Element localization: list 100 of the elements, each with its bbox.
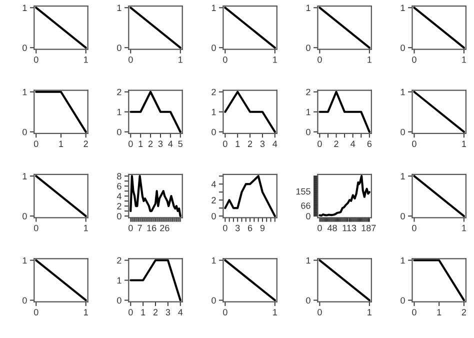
x-tick-label: 9 [260,224,265,232]
y-tick-label: 0 [306,213,310,220]
x-tick-label: 1 [273,309,277,316]
y-tick-label: 1 [400,257,405,264]
x-tick-label: 48 [327,224,337,232]
x-tick-label: 1 [84,309,88,316]
x-tick-label: 1 [138,140,143,147]
x-tick-label: 0 [318,309,322,316]
x-tick-label: 4 [168,140,173,147]
x-tick-label: 1 [84,56,88,63]
x-tick-label: 2 [462,309,466,316]
y-tick-label: 1 [306,4,310,11]
line-series [224,175,276,218]
x-tick-label: 1 [178,56,182,63]
x-tick-label: 0 [34,224,38,232]
y-tick-label: 2 [117,203,122,210]
y-tick-label: 2 [117,257,122,264]
y-tick-label: 0 [306,44,310,52]
x-tick-label: 113 [342,224,356,232]
y-tick-label: 1 [22,173,27,180]
y-tick-label: 2 [212,197,216,204]
y-tick-label: 2 [117,88,122,96]
y-tick-label: 0 [212,44,216,52]
x-tick-label: 0 [223,140,228,148]
x-tick-label: 0 [128,140,133,148]
x-tick-label: 1 [236,140,240,147]
y-tick-label: 1 [117,108,122,116]
x-tick-label: 0 [412,224,416,232]
y-tick-label: 0 [400,44,405,52]
x-tick-label: 1 [141,309,146,316]
x-tick-label: 187 [362,224,376,232]
y-tick-label: 0 [212,128,216,136]
x-tick-label: 0 [128,56,133,63]
x-tick-label: 0 [412,309,416,316]
x-tick-label: 1 [462,56,466,63]
y-tick-label: 2 [306,88,310,96]
y-tick-label: 4 [211,181,216,188]
y-tick-label: 1 [400,88,405,96]
y-tick-label: 6 [117,183,122,190]
x-tick-label: 0 [412,56,416,63]
y-tick-label: 155 [296,188,310,195]
y-tick-label: 2 [212,88,216,96]
x-tick-label: 0 [223,56,228,63]
y-tick-label: 4 [116,193,122,200]
x-tick-label: 0 [128,309,133,316]
x-tick-label: 1 [462,224,466,232]
y-tick-label: 1 [400,4,405,11]
y-tick-label: 1 [306,257,310,264]
y-tick-label: 1 [212,257,216,264]
x-tick-label: 0 [223,224,228,232]
x-tick-label: 4 [350,140,356,147]
x-tick-label: 3 [158,140,163,148]
x-tick-label: 2 [334,140,338,147]
y-tick-label: 0 [22,128,27,136]
y-tick-label: 0 [306,128,310,136]
x-tick-label: 5 [178,140,183,148]
y-tick-label: 0 [400,297,405,304]
y-tick-label: 66 [301,202,310,209]
y-tick-label: 0 [22,44,27,52]
x-tick-label: 4 [272,140,278,147]
x-tick-label: 6 [367,140,372,148]
x-tick-label: 0 [34,140,38,148]
y-tick-label: 1 [22,257,27,264]
y-tick-label: 0 [117,128,122,136]
line-series [130,175,182,218]
x-tick-label: 1 [273,56,277,63]
y-tick-label: 1 [306,108,310,116]
y-tick-label: 1 [212,108,216,116]
x-tick-label: 1 [59,140,64,147]
x-tick-label: 7 [138,224,142,232]
x-tick-label: 4 [178,309,183,316]
x-tick-label: 3 [166,309,170,316]
y-tick-label: 0 [400,128,405,136]
x-tick-label: 2 [248,140,252,147]
x-tick-label: 0 [318,140,322,148]
y-tick-label: 1 [117,4,122,11]
y-tick-label: 0 [306,297,310,304]
x-tick-label: 3 [235,224,240,232]
x-tick-label: 2 [148,140,153,147]
x-tick-label: 16 [147,224,156,232]
x-tick-label: 0 [128,224,133,232]
x-tick-label: 2 [153,309,158,316]
y-tick-label: 0 [22,213,27,220]
x-tick-label: 1 [84,224,88,232]
y-tick-label: 0 [22,297,27,304]
x-tick-label: 3 [260,140,265,148]
x-tick-label: 1 [368,56,372,63]
y-tick-label: 1 [22,4,27,11]
x-tick-label: 0 [318,224,322,232]
x-tick-label: 1 [437,309,442,316]
x-tick-label: 0 [223,309,228,316]
y-tick-label: 0 [212,297,216,304]
y-tick-label: 0 [117,44,122,52]
x-tick-label: 1 [462,140,466,147]
y-tick-label: 0 [212,213,216,220]
x-tick-label: 0 [34,56,38,63]
line-series [318,175,370,217]
x-tick-label: 26 [160,224,170,232]
y-tick-label: 8 [117,173,122,180]
y-tick-label: 0 [117,297,122,304]
